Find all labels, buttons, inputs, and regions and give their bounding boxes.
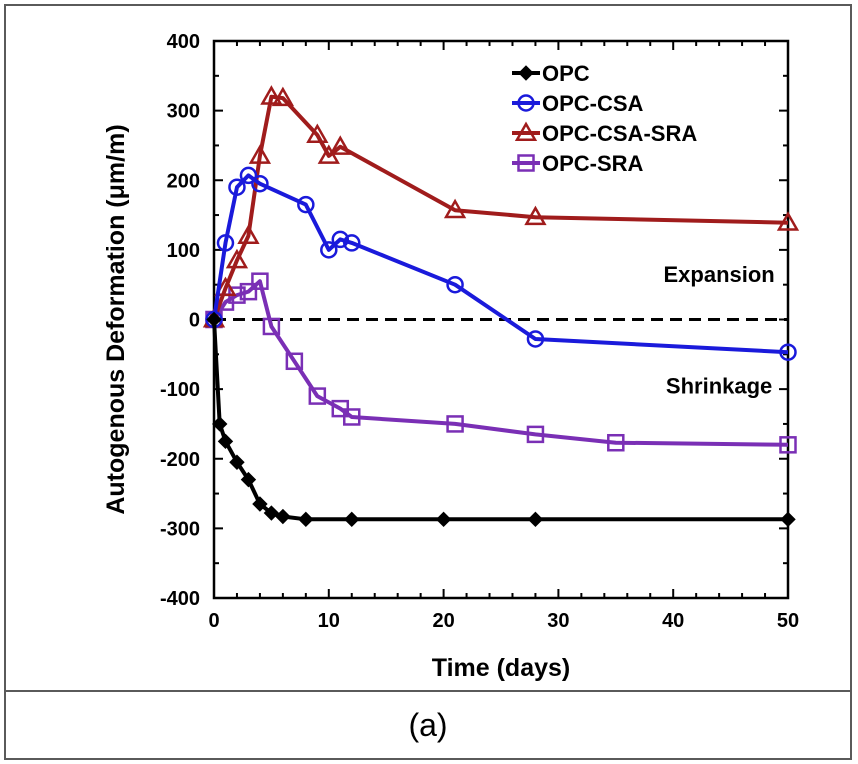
data-point-opc-sra	[308, 387, 327, 405]
data-point-opc-csa	[343, 234, 361, 252]
data-point-opc	[206, 311, 222, 328]
legend-entry-opc: OPC	[512, 61, 590, 86]
y-tick-label: -100	[160, 379, 200, 401]
data-point-opc-csa	[331, 230, 350, 249]
data-point-opc-csa-sra	[225, 248, 249, 269]
data-point-opc-csa	[251, 174, 269, 193]
data-point-opc-csa	[239, 166, 258, 185]
data-point-opc	[344, 511, 360, 528]
x-axis-label: Time (days)	[432, 654, 570, 682]
series-opc-sra	[205, 272, 797, 454]
data-point-opc-csa	[297, 195, 315, 214]
y-tick-label: 200	[167, 170, 200, 192]
data-point-opc-csa-sra	[524, 205, 547, 226]
x-tick-label: 40	[662, 610, 684, 632]
x-tick-label: 20	[432, 610, 454, 632]
series-opc-csa	[205, 166, 797, 361]
y-tick-label: -400	[160, 588, 200, 610]
data-point-opc-sra	[239, 282, 258, 301]
x-tick-label: 10	[318, 610, 340, 632]
legend-entry-opc-csa-sra: OPC-CSA-SRA	[512, 121, 697, 146]
legend-entry-opc-csa: OPC-CSA	[512, 91, 644, 116]
series-opc	[206, 311, 796, 528]
data-point-opc-csa-sra	[776, 211, 800, 231]
data-point-opc	[780, 511, 796, 528]
legend-label-opc-csa: OPC-CSA	[542, 91, 644, 116]
data-point-opc	[435, 511, 452, 528]
data-point-opc	[217, 433, 234, 450]
data-point-opc-sra	[285, 352, 304, 371]
legend-label-opc-csa-sra: OPC-CSA-SRA	[542, 121, 697, 146]
y-tick-label: -200	[160, 449, 200, 471]
data-point-opc-sra	[262, 317, 281, 336]
data-point-opc-csa	[446, 275, 464, 294]
data-point-opc-sra	[607, 433, 625, 452]
data-point-opc-sra	[343, 408, 361, 426]
legend-label-opc-sra: OPC-SRA	[542, 151, 644, 176]
data-point-opc	[229, 454, 245, 470]
y-tick-label: 400	[167, 31, 200, 53]
series-opc-csa-sra	[202, 85, 800, 328]
data-point-opc	[275, 508, 291, 525]
data-point-opc-csa-sra	[260, 85, 283, 105]
data-point-opc-csa-sra	[237, 224, 260, 244]
x-tick-label: 30	[547, 610, 569, 632]
data-point-opc-csa	[320, 241, 338, 259]
data-point-opc-csa-sra	[214, 276, 237, 297]
figure-caption: (a)	[408, 706, 448, 743]
data-point-opc-csa-sra	[443, 198, 467, 219]
figure-frame	[4, 4, 852, 760]
legend-marker-opc	[518, 65, 534, 81]
legend-entry-opc-sra: OPC-SRA	[512, 151, 644, 176]
data-point-opc-csa	[779, 343, 797, 361]
data-point-opc-sra	[446, 415, 464, 433]
x-tick-label: 0	[208, 610, 219, 632]
data-point-opc-csa	[228, 178, 246, 196]
y-tick-label: 0	[189, 310, 200, 332]
data-point-opc-sra	[251, 272, 269, 290]
legend-label-opc: OPC	[542, 61, 590, 86]
data-point-opc-csa-sra	[306, 123, 329, 143]
data-point-opc	[298, 511, 314, 528]
x-tick-label: 50	[777, 610, 799, 632]
series-line-opc-csa	[212, 173, 789, 355]
data-point-opc	[212, 416, 228, 432]
expansion-annotation: Expansion	[663, 262, 774, 287]
series-line-opc-sra	[212, 279, 789, 447]
data-point-opc-csa-sra	[329, 135, 352, 155]
data-point-opc	[263, 505, 280, 521]
data-point-opc	[252, 496, 268, 512]
legend-marker-opc-csa-sra	[514, 121, 538, 141]
shrinkage-annotation: Shrinkage	[666, 374, 772, 399]
y-tick-label: -300	[160, 518, 200, 540]
series-line-opc-csa-sra	[212, 94, 789, 321]
data-point-opc-csa-sra	[248, 144, 272, 164]
legend-marker-opc-sra	[517, 154, 535, 172]
y-axis-label: Autogenous Deformation (μm/m)	[102, 124, 130, 514]
y-tick-label: 300	[167, 101, 200, 123]
data-point-opc-sra	[526, 425, 545, 444]
data-point-opc-csa-sra	[271, 86, 295, 107]
data-point-opc-sra	[779, 436, 797, 454]
legend-marker-opc-csa	[517, 94, 535, 112]
data-point-opc-csa	[216, 234, 235, 252]
y-tick-label: 100	[167, 240, 200, 262]
data-point-opc-csa	[526, 330, 545, 348]
data-point-opc	[240, 471, 257, 488]
autogenous-deformation-chart: 0 10 20 30 40 50 -400 -300 -200 -100 0 100 200 300 400…	[102, 31, 800, 682]
data-point-opc	[527, 511, 544, 528]
caption-divider	[4, 690, 852, 692]
